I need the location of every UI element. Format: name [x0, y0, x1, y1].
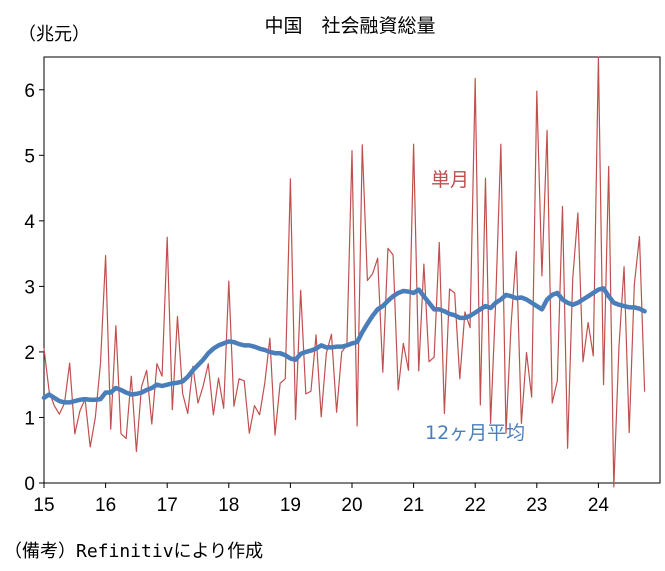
x-tick-label: 24 [588, 495, 610, 516]
monthly-series-label: 単月 [431, 169, 469, 191]
x-tick-label: 15 [33, 495, 54, 516]
series-line-monthly [43, 56, 646, 488]
source-note: （備考）Refinitivにより作成 [4, 541, 264, 562]
y-axis-unit-label: （兆元） [18, 24, 90, 45]
plot-area [43, 56, 661, 484]
y-tick-label: 2 [24, 343, 35, 364]
y-tick-label: 6 [24, 81, 35, 102]
x-tick-label: 17 [157, 495, 178, 516]
x-tick-label: 19 [280, 495, 301, 516]
average-series-label: 12ヶ月平均 [425, 422, 525, 444]
x-tick-label: 22 [465, 495, 486, 516]
x-axis: 15 16 17 18 19 20 21 22 23 24 [33, 483, 609, 516]
series-layer [41, 56, 647, 488]
x-tick-label: 23 [526, 495, 547, 516]
y-tick-label: 4 [24, 212, 35, 233]
x-tick-label: 16 [95, 495, 116, 516]
y-tick-label: 3 [24, 277, 35, 298]
x-tick-label: 21 [403, 495, 424, 516]
y-axis: 0 1 2 3 4 5 6 [24, 81, 44, 495]
y-tick-label: 0 [24, 474, 35, 495]
x-tick-label: 18 [218, 495, 239, 516]
y-tick-label: 5 [24, 146, 35, 167]
x-tick-label: 20 [341, 495, 362, 516]
chart-title: 中国 社会融資総量 [264, 15, 435, 37]
y-tick-label: 1 [24, 408, 35, 429]
series-line-12m-average [41, 286, 647, 405]
